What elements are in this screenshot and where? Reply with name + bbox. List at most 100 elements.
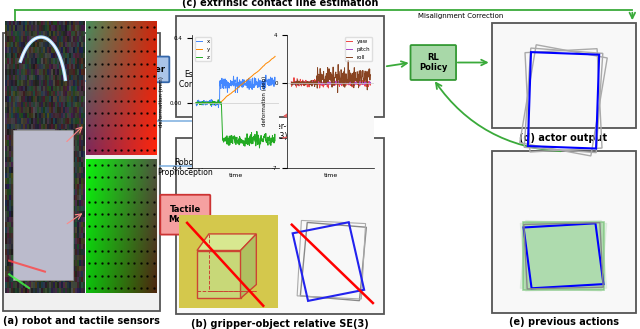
Polygon shape (197, 250, 241, 298)
roll (336, 81, 344, 85)
pitch (354, 79, 362, 83)
x (239, 85, 247, 89)
Text: (b) gripper-object relative SE(3): (b) gripper-object relative SE(3) (191, 319, 369, 329)
Polygon shape (520, 220, 607, 291)
Text: (e) previous actions: (e) previous actions (509, 317, 618, 327)
Bar (492, 23, 636, 128)
x (271, 82, 279, 86)
Text: Gripper-Obj
SE(3): Gripper-Obj SE(3) (255, 122, 300, 141)
Text: Tactile
Module: Tactile Module (168, 205, 203, 224)
yaw (336, 81, 344, 85)
Bar (492, 151, 636, 313)
roll (367, 73, 374, 77)
x (193, 103, 200, 107)
Line: yaw: yaw (291, 77, 371, 88)
Line: roll: roll (291, 61, 371, 92)
z (192, 101, 200, 105)
y (239, 81, 247, 85)
Polygon shape (241, 234, 257, 298)
Bar (176, 16, 384, 117)
x (239, 80, 247, 84)
Y-axis label: deformation (mm): deformation (mm) (159, 76, 164, 127)
y (193, 101, 200, 105)
y (264, 61, 271, 64)
yaw (335, 83, 342, 87)
Bar (176, 138, 384, 314)
z (239, 139, 247, 143)
pitch (287, 82, 295, 86)
roll (360, 81, 367, 85)
Text: iSAM: iSAM (311, 117, 337, 126)
roll (287, 83, 295, 87)
pitch (336, 82, 344, 86)
FancyBboxPatch shape (410, 45, 456, 80)
Legend: yaw, pitch, roll: yaw, pitch, roll (345, 37, 372, 61)
Text: (d) actor output: (d) actor output (520, 133, 607, 143)
yaw (287, 80, 295, 84)
pitch (335, 80, 342, 84)
Polygon shape (523, 222, 604, 290)
y (239, 82, 246, 86)
Text: Estimated
Contact Line: Estimated Contact Line (179, 70, 228, 89)
pitch (335, 81, 342, 85)
roll (334, 90, 342, 94)
pitch (367, 81, 374, 85)
yaw (360, 82, 367, 86)
Text: (a) robot and tactile sensors: (a) robot and tactile sensors (3, 316, 160, 326)
roll (288, 81, 296, 85)
roll (335, 75, 342, 79)
y (192, 101, 200, 105)
FancyBboxPatch shape (13, 130, 73, 280)
pitch (360, 80, 367, 84)
yaw (316, 86, 323, 90)
FancyBboxPatch shape (160, 195, 211, 235)
Bar (3, 33, 160, 311)
Text: Robot Command: Robot Command (49, 65, 113, 74)
Y-axis label: deformation (deg): deformation (deg) (262, 76, 267, 126)
z (264, 137, 272, 141)
x (214, 106, 222, 110)
x (264, 77, 272, 81)
X-axis label: time: time (228, 173, 243, 178)
x (262, 73, 269, 77)
pitch (288, 80, 296, 84)
z (193, 101, 200, 105)
Text: Robot
Proprioception: Robot Proprioception (157, 158, 213, 177)
roll (335, 78, 342, 82)
yaw (335, 81, 342, 85)
roll (344, 59, 352, 63)
X-axis label: time: time (324, 173, 338, 178)
Line: y: y (196, 56, 275, 103)
Text: (c) extrinsic contact line estimation: (c) extrinsic contact line estimation (182, 0, 378, 8)
FancyBboxPatch shape (302, 109, 346, 134)
Polygon shape (197, 234, 257, 250)
Text: Misalignment Correction: Misalignment Correction (418, 13, 504, 19)
Line: pitch: pitch (291, 81, 371, 85)
yaw (354, 75, 362, 79)
yaw (288, 84, 296, 88)
roll (355, 86, 362, 90)
z (241, 140, 248, 144)
yaw (355, 82, 362, 86)
y (259, 65, 266, 69)
Legend: x, y, z: x, y, z (195, 37, 211, 61)
FancyBboxPatch shape (115, 57, 170, 82)
pitch (331, 83, 339, 87)
Polygon shape (520, 220, 607, 291)
z (271, 139, 279, 143)
pitch (355, 81, 362, 85)
z (259, 138, 267, 142)
yaw (367, 81, 374, 85)
y (271, 54, 279, 58)
x (192, 101, 200, 105)
z (239, 142, 247, 146)
x (259, 84, 267, 88)
Text: RL
Policy: RL Policy (419, 53, 447, 72)
Text: Controller: Controller (118, 65, 166, 74)
y (241, 80, 248, 84)
z (255, 146, 263, 150)
Polygon shape (179, 215, 278, 308)
Line: x: x (196, 75, 275, 108)
z (214, 98, 222, 102)
Line: z: z (196, 100, 275, 148)
